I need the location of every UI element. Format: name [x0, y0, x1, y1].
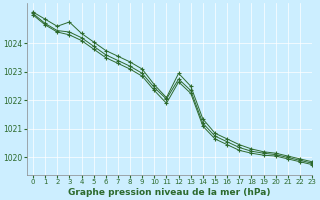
X-axis label: Graphe pression niveau de la mer (hPa): Graphe pression niveau de la mer (hPa) — [68, 188, 271, 197]
